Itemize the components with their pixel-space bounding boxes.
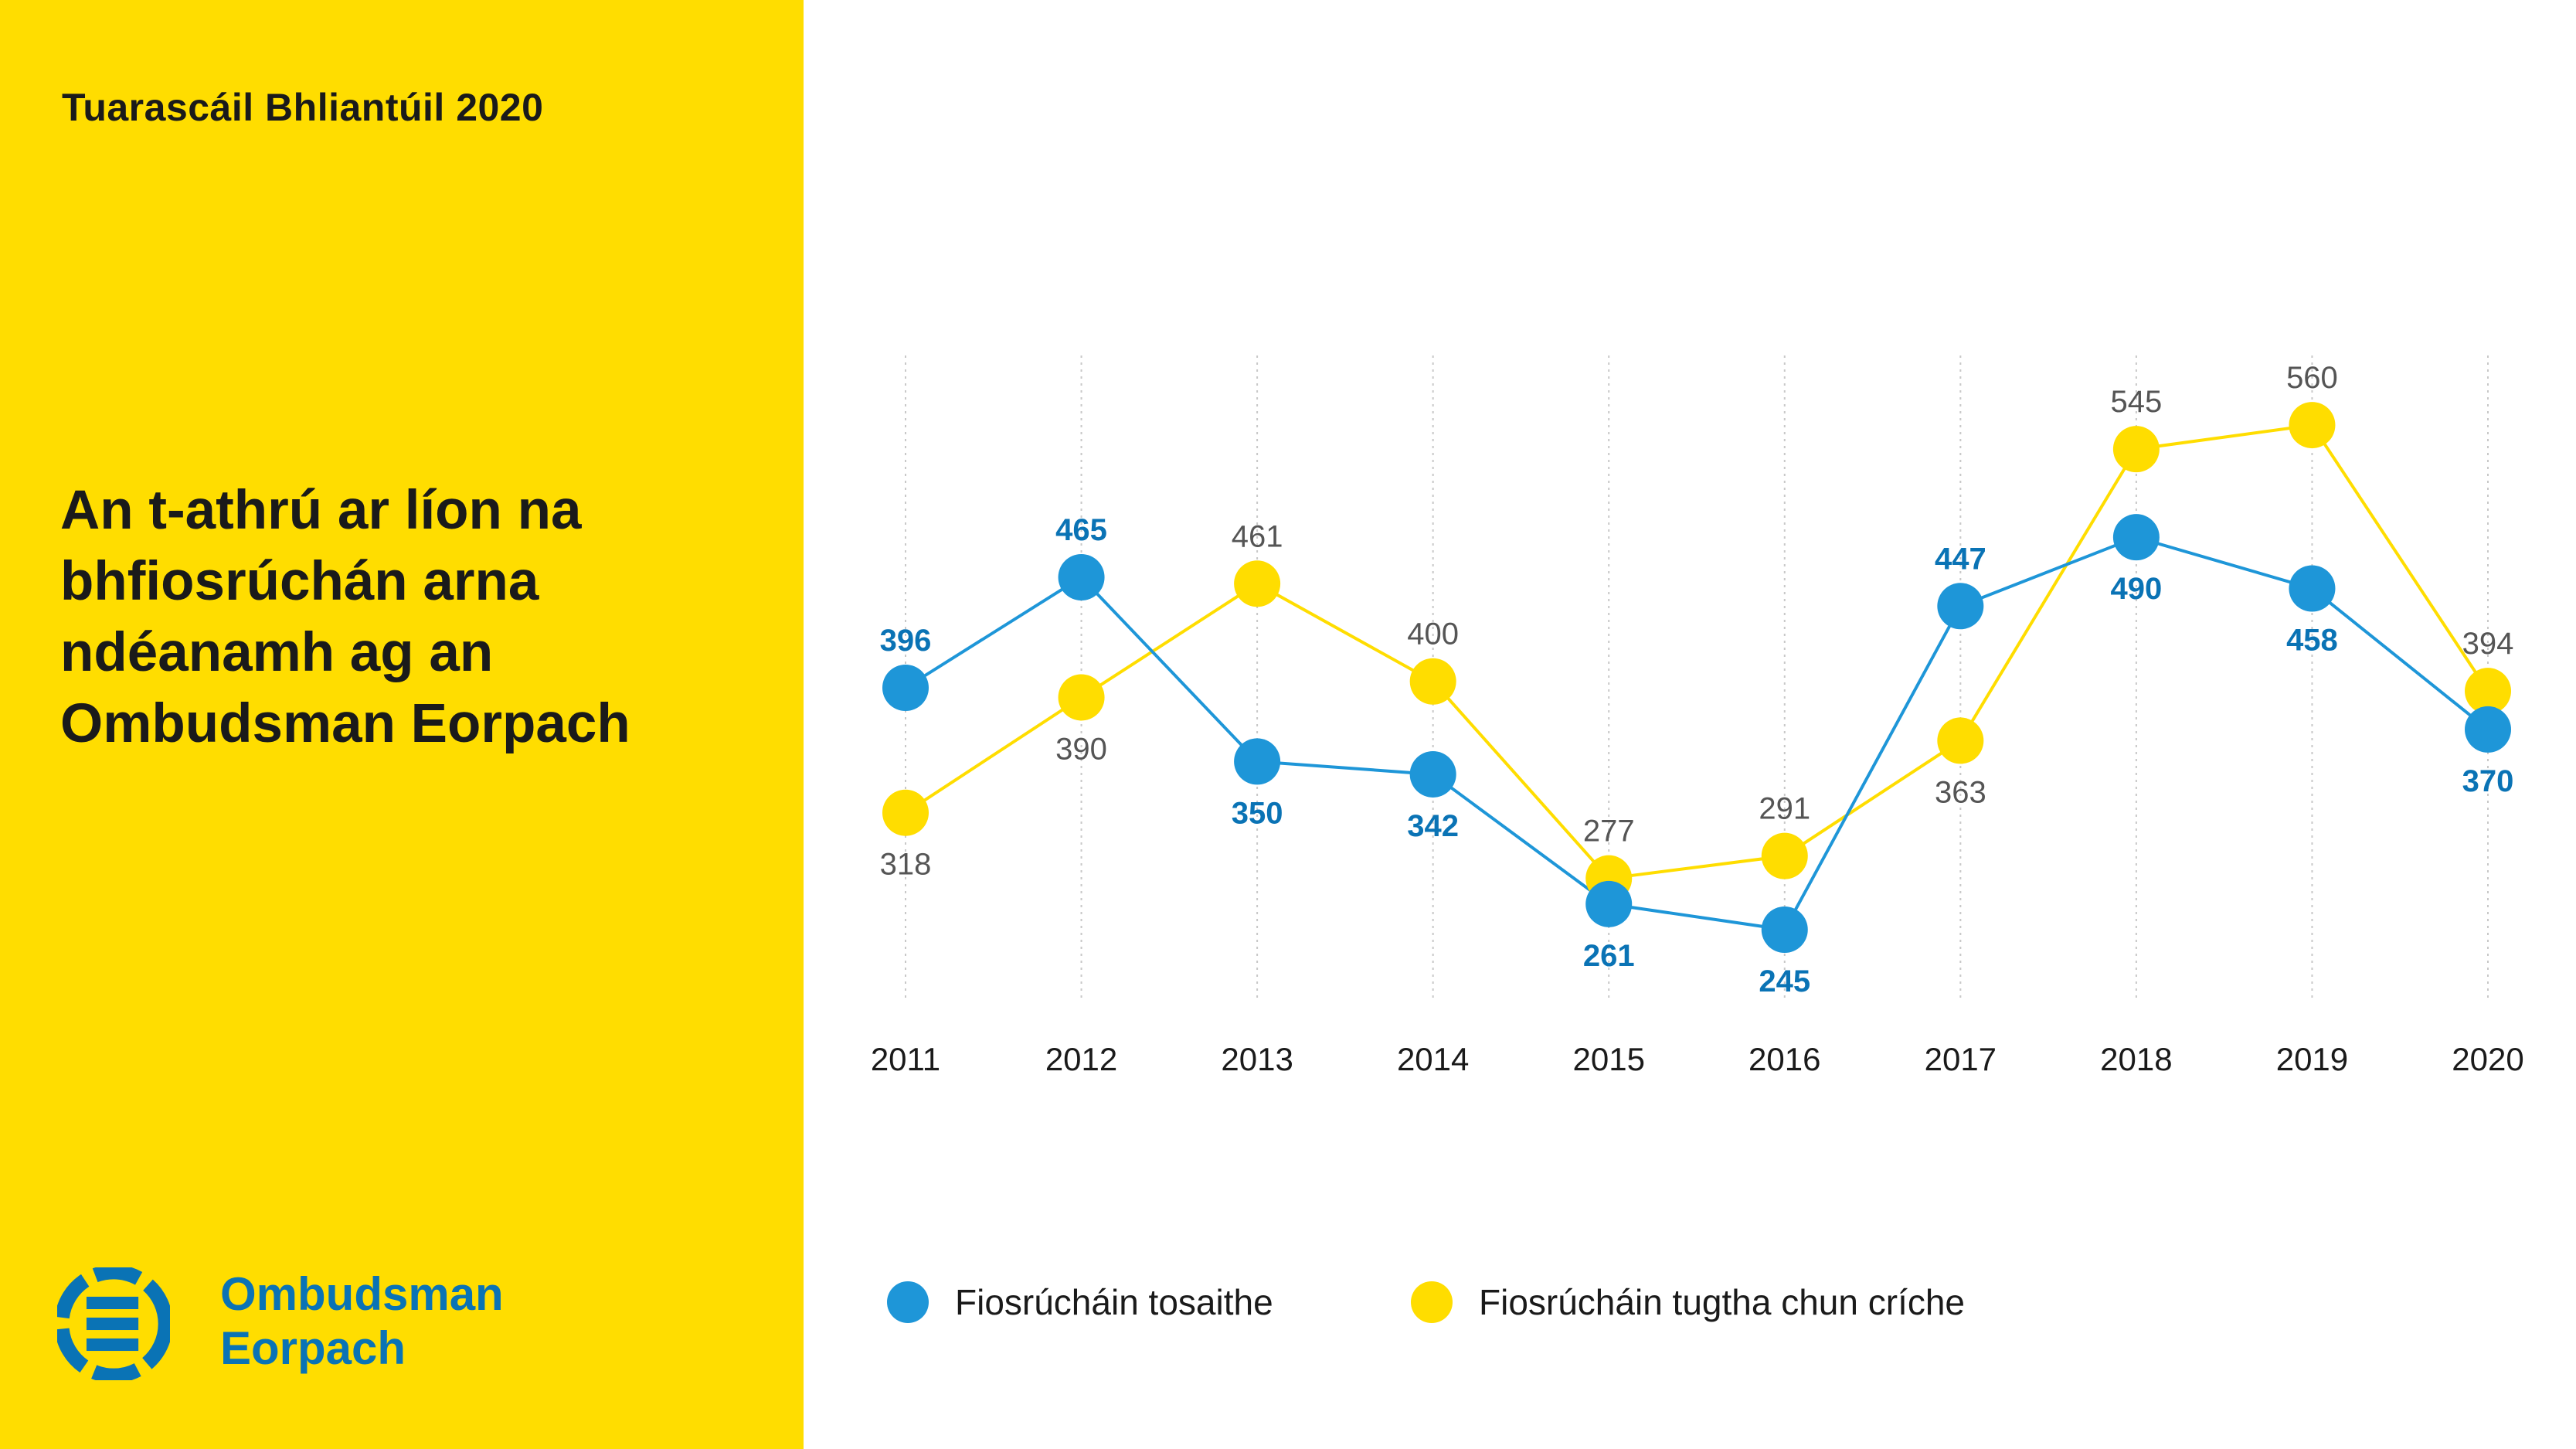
data-point [2112,514,2160,561]
data-label: 261 [1583,939,1635,973]
x-tick-label: 2011 [871,1041,940,1077]
data-label: 350 [1232,796,1283,830]
data-point [1585,880,1633,927]
logo-line-1: Ombudsman [220,1268,504,1320]
logo-line-2: Eorpach [220,1322,406,1374]
data-point [1058,554,1105,600]
data-point [1234,560,1281,607]
series-line [904,423,2489,880]
data-label: 560 [2286,361,2338,395]
title-line: Ombudsman Eorpach [60,693,630,754]
data-label: 400 [1407,617,1459,651]
series-line [904,536,2489,932]
title-line: bhfiosrúchán arna [60,551,539,612]
data-point [2112,426,2160,473]
x-tick-label: 2014 [1397,1041,1469,1077]
legend-swatch-yellow-icon [1411,1281,1453,1323]
data-label: 342 [1407,809,1459,843]
data-label: 447 [1935,542,1986,576]
x-tick-label: 2015 [1573,1041,1645,1077]
x-tick-label: 2019 [2276,1041,2348,1077]
data-label: 390 [1055,732,1107,766]
left-panel: Tuarascáil Bhliantúil 2020 An t-athrú ar… [0,0,804,1449]
data-point [1937,717,1984,764]
title-line: ndéanamh ag an [60,622,494,683]
data-point [1058,674,1105,721]
data-point [1937,583,1984,630]
data-point [882,789,929,836]
x-tick-label: 2020 [2452,1041,2523,1077]
ombudsman-logo-icon [57,1267,170,1380]
data-label: 394 [2462,627,2514,661]
x-tick-label: 2017 [1925,1041,1997,1077]
report-label: Tuarascáil Bhliantúil 2020 [62,86,544,129]
x-tick-label: 2018 [2100,1041,2172,1077]
data-point [2289,565,2336,612]
legend-label: Fiosrúcháin tosaithe [955,1282,1273,1322]
legend-label: Fiosrúcháin tugtha chun críche [1479,1282,1966,1322]
data-label: 277 [1583,815,1635,849]
data-label: 461 [1232,519,1283,553]
data-point [1409,658,1456,705]
chart-title: An t-athrú ar líon na bhfiosrúchán arna … [60,475,756,760]
data-point [2465,706,2511,753]
x-tick-label: 2012 [1045,1041,1117,1077]
data-label: 370 [2462,764,2514,798]
data-label: 458 [2286,624,2338,658]
legend-item-completed: Fiosrúcháin tugtha chun críche [1411,1279,1965,1325]
data-point [1761,832,1808,879]
data-label: 363 [1935,775,1986,809]
legend-swatch-blue-icon [887,1281,929,1323]
data-label: 245 [1759,964,1810,998]
logo-wordmark: Ombudsman Eorpach [220,1267,504,1376]
data-point [2289,402,2336,449]
data-point [1409,750,1456,798]
data-label: 490 [2111,572,2163,606]
data-label: 291 [1759,792,1810,826]
x-tick-label: 2013 [1221,1041,1293,1077]
data-label: 545 [2111,385,2163,419]
legend-item-started: Fiosrúcháin tosaithe [887,1279,1273,1325]
data-point [1761,906,1808,953]
x-tick-label: 2016 [1748,1041,1820,1077]
data-point [1234,738,1281,785]
data-label: 465 [1055,513,1107,547]
data-label: 318 [880,848,932,882]
title-line: An t-athrú ar líon na [60,480,582,541]
data-point [2465,668,2511,715]
data-point [882,665,929,712]
data-label: 396 [880,624,932,658]
